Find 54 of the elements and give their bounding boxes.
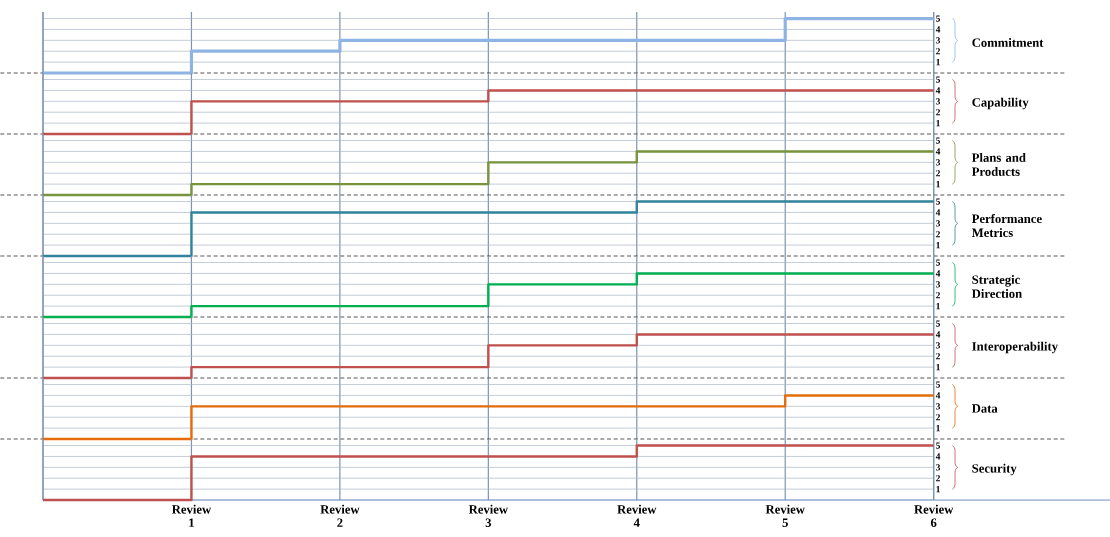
x-tick-label: Review 1 [171,504,212,527]
y-axis-title: Performance Metrics [971,213,1042,238]
y-axis-title: Security [972,463,1017,476]
y-tick-label: 4 [935,26,941,33]
y-tick-label: 4 [935,209,941,216]
x-tick-label: Review 4 [617,504,657,527]
y-tick-label: 5 [936,137,941,144]
y-tick-label: 3 [936,403,941,410]
y-axis-title: Data [971,404,998,413]
y-tick-label: 5 [936,320,941,327]
y-tick-label: 3 [936,281,941,288]
y-tick-label: 1 [936,59,940,66]
y-axis-title: Commitment [972,38,1044,47]
y-tick-label: 4 [935,270,941,277]
y-tick-label: 1 [936,181,940,188]
y-tick-label: 4 [935,87,941,94]
y-tick-label: 2 [936,475,940,482]
y-tick-label: 1 [936,364,940,371]
x-tick-label: Review 5 [765,504,805,527]
x-tick-label: Review 2 [320,504,360,527]
y-tick-label: 1 [936,120,940,127]
y-tick-label: 4 [935,148,941,155]
y-tick-label: 5 [936,15,941,22]
y-tick-label: 2 [936,414,940,421]
y-axis-title: Strategic Direction [971,275,1022,298]
y-tick-label: 1 [936,486,940,493]
y-tick-label: 3 [936,159,941,166]
y-tick-label: 5 [936,381,941,388]
y-tick-label: 2 [936,48,940,55]
y-tick-label: 1 [936,425,940,432]
x-tick-label: Review 3 [468,504,508,527]
y-tick-label: 2 [936,170,940,177]
y-tick-label: 2 [936,292,940,299]
y-axis-title: Plans and Products [971,153,1026,176]
y-tick-label: 2 [936,109,940,116]
y-tick-label: 2 [936,353,940,360]
y-tick-label: 4 [935,453,941,460]
y-tick-label: 4 [935,392,941,399]
y-tick-label: 5 [936,76,941,83]
y-tick-label: 1 [936,242,940,249]
y-axis-title: Capability [972,97,1029,110]
y-tick-label: 3 [936,220,941,227]
y-tick-label: 3 [936,464,941,471]
y-tick-label: 5 [936,198,941,205]
y-axis-title: Interoperability [972,341,1058,354]
y-tick-label: 5 [936,259,941,266]
y-tick-label: 3 [936,37,941,44]
y-tick-label: 4 [935,331,941,338]
y-tick-label: 2 [936,231,940,238]
x-tick-label: Review 6 [914,504,954,527]
y-tick-label: 3 [936,342,941,349]
y-tick-label: 5 [936,442,941,449]
y-tick-label: 1 [936,303,940,310]
y-tick-label: 3 [936,98,941,105]
